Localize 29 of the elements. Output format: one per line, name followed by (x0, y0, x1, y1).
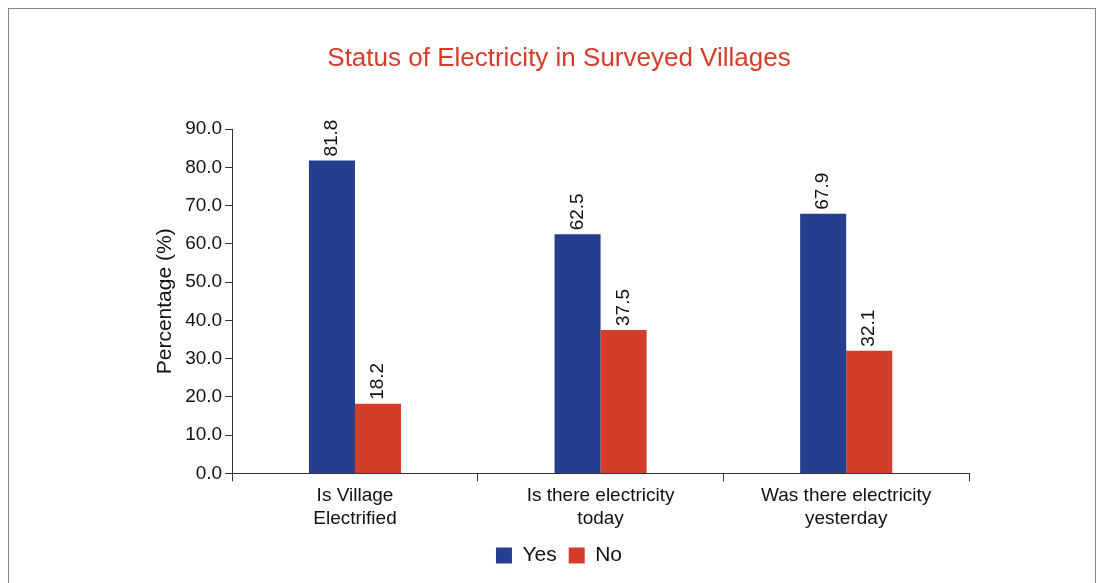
x-tick-label: Is Village Electrified (313, 484, 397, 528)
y-tick-label: 40.0 (185, 308, 223, 330)
y-tick-label: 30.0 (185, 346, 223, 368)
legend-label: Yes (522, 542, 557, 566)
data-label: 18.2 (366, 362, 388, 400)
y-axis-title: Percentage (%) (152, 228, 176, 375)
chart-title: Status of Electricity in Surveyed Villages (327, 41, 791, 72)
y-tick-label: 80.0 (185, 155, 223, 177)
x-tick-label: Is there electricity today (526, 484, 675, 528)
bar (800, 213, 847, 473)
y-tick-label: 10.0 (185, 423, 223, 445)
data-label: 81.8 (320, 119, 342, 157)
legend-label: No (595, 542, 623, 566)
data-label: 37.5 (611, 289, 633, 326)
y-tick-label: 20.0 (185, 385, 223, 407)
bar (308, 160, 355, 473)
data-label: 67.9 (811, 172, 833, 210)
y-tick-label: 50.0 (185, 270, 223, 292)
y-tick-label: 60.0 (185, 232, 223, 254)
data-label: 32.1 (857, 309, 879, 347)
x-tick-label: Was there electricity yesterday (761, 484, 932, 528)
y-tick-label: 70.0 (185, 193, 223, 215)
bar (554, 234, 601, 473)
y-tick-label: 0.0 (195, 461, 223, 483)
bar (354, 403, 402, 473)
y-tick-label: 90.0 (185, 117, 223, 139)
bar (600, 329, 647, 473)
bar (846, 350, 893, 473)
data-label: 62.5 (565, 193, 587, 231)
